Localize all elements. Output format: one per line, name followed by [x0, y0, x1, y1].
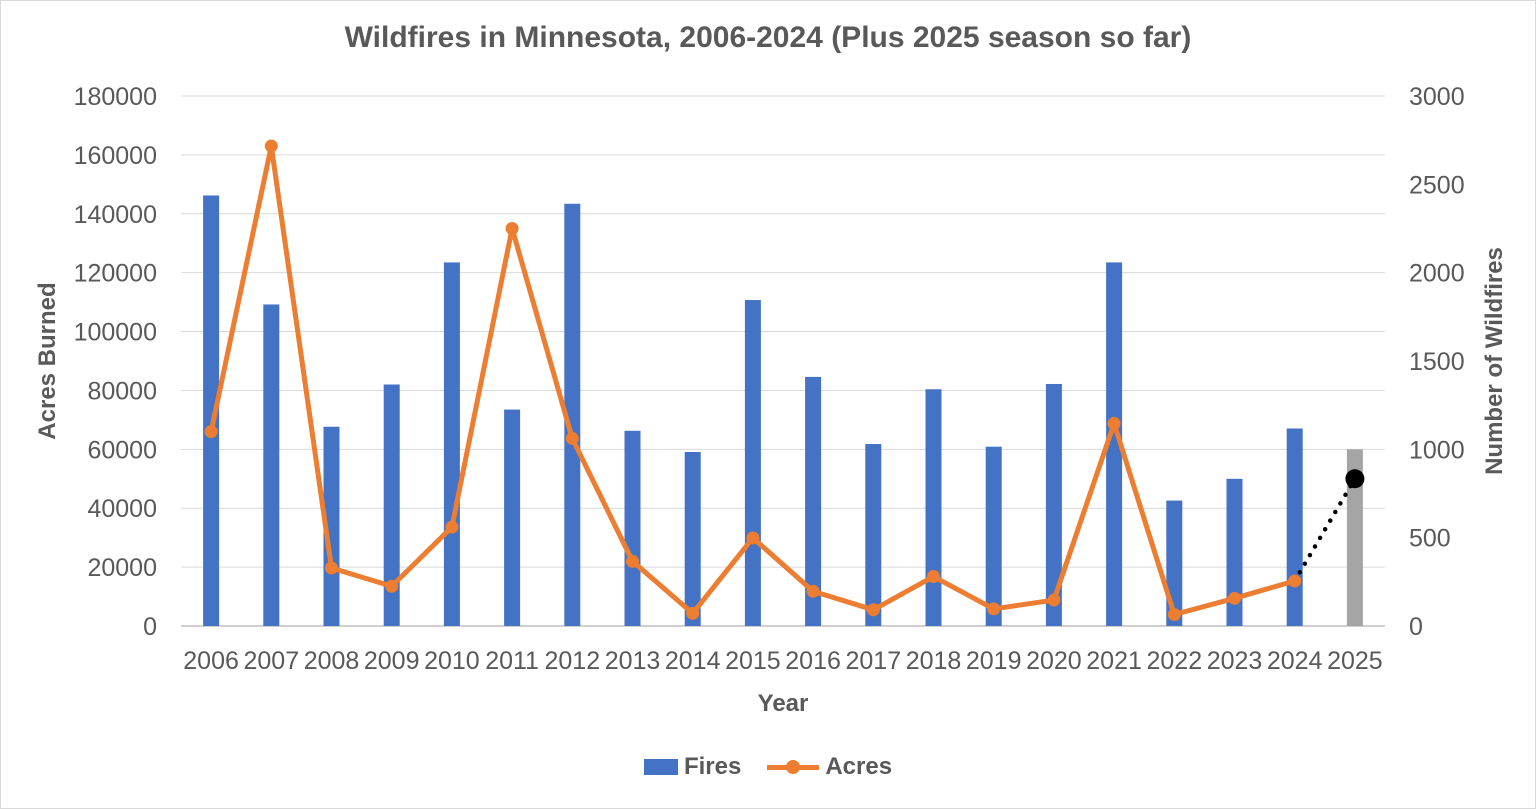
acres-point-2007: [264, 139, 278, 153]
bar-2010: [443, 262, 460, 626]
bar-2008: [323, 426, 340, 626]
x-axis-tick-2019: 2019: [966, 647, 1022, 675]
acres-point-2017: [866, 603, 880, 617]
bar-2019: [985, 446, 1002, 626]
acres-swatch-dot-icon: [786, 760, 801, 774]
left-axis-tick: 40000: [87, 495, 157, 523]
right-axis-tick: 3000: [1409, 83, 1465, 111]
bar-2013: [624, 430, 641, 626]
chart-legend: Fires Acres: [1, 753, 1535, 781]
left-axis-tick: 80000: [87, 377, 157, 405]
bar-2025: [1346, 449, 1363, 626]
acres-point-2014: [686, 606, 700, 620]
bar-2021: [1106, 262, 1123, 626]
x-axis-tick-2006: 2006: [183, 647, 239, 675]
chart-title: Wildfires in Minnesota, 2006-2024 (Plus …: [344, 21, 1192, 54]
right-axis-tick: 2500: [1409, 171, 1465, 199]
acres-point-2006: [204, 425, 218, 439]
acres-point-2008: [325, 561, 338, 575]
bar-2011: [504, 409, 521, 626]
x-axis-tick-2007: 2007: [243, 647, 299, 675]
x-axis-tick-2016: 2016: [785, 647, 841, 675]
bar-2006: [203, 195, 220, 627]
x-axis-tick-2010: 2010: [424, 647, 480, 675]
x-axis-tick-2008: 2008: [304, 647, 360, 675]
right-axis-tick: 0: [1409, 613, 1423, 641]
acres-point-2013: [626, 554, 639, 568]
bar-2007: [263, 304, 280, 626]
fires-swatch-icon: [643, 759, 678, 775]
bar-2023: [1226, 478, 1243, 626]
legend-item-fires: Fires: [643, 753, 742, 781]
bar-2018: [925, 389, 942, 626]
legend-label-fires: Fires: [683, 753, 742, 780]
x-axis-tick-2009: 2009: [364, 647, 420, 675]
projection-point-2025: [1345, 469, 1365, 489]
bar-2020: [1045, 383, 1062, 626]
acres-point-2023: [1228, 591, 1241, 605]
right-axis-tick: 2000: [1409, 260, 1465, 288]
right-axis-tick: 500: [1409, 525, 1451, 553]
right-axis-tick: 1500: [1409, 348, 1465, 376]
x-axis-tick-2023: 2023: [1207, 647, 1263, 675]
x-axis-tick-2018: 2018: [906, 647, 962, 675]
x-axis-tick-2017: 2017: [845, 647, 901, 675]
x-axis-tick-2024: 2024: [1267, 647, 1323, 675]
x-axis-tick-2021: 2021: [1086, 647, 1142, 675]
bar-2017: [865, 444, 882, 626]
acres-point-2020: [1047, 593, 1061, 607]
legend-item-acres: Acres: [767, 753, 892, 781]
acres-point-2009: [385, 579, 399, 593]
left-axis-tick: 120000: [74, 260, 157, 288]
left-axis-tick: 0: [143, 613, 157, 641]
acres-point-2022: [1167, 608, 1181, 622]
bar-2016: [805, 376, 822, 626]
acres-point-2018: [927, 570, 940, 584]
x-axis-tick-2014: 2014: [665, 647, 721, 675]
left-axis-tick: 100000: [74, 319, 157, 347]
left-axis-tick: 180000: [74, 83, 157, 111]
bar-2012: [564, 203, 581, 626]
x-axis-tick-2011: 2011: [485, 647, 539, 675]
bar-2024: [1286, 428, 1303, 626]
acres-point-2016: [806, 584, 820, 598]
x-axis-tick-2025: 2025: [1327, 647, 1383, 675]
acres-point-2011: [505, 222, 519, 235]
left-axis-tick: 160000: [74, 142, 157, 170]
acres-point-2015: [746, 531, 760, 545]
right-axis-tick: 1000: [1409, 436, 1465, 464]
bar-2009: [383, 384, 400, 626]
x-axis-tick-2022: 2022: [1146, 647, 1202, 675]
left-axis-tick: 60000: [87, 436, 157, 464]
legend-label-acres: Acres: [825, 753, 893, 780]
x-axis-tick-2012: 2012: [544, 647, 600, 675]
acres-point-2024: [1288, 574, 1302, 588]
left-axis-tick: 140000: [74, 201, 157, 229]
x-axis-tick-2020: 2020: [1026, 647, 1082, 675]
projection-dotted-line: [1292, 476, 1358, 584]
acres-swatch-line-icon: [767, 760, 820, 774]
acres-point-2010: [445, 520, 459, 534]
acres-point-2019: [987, 602, 1001, 616]
left-axis-tick: 20000: [87, 554, 157, 582]
x-axis-title: Year: [757, 690, 809, 717]
x-axis-tick-2013: 2013: [605, 647, 661, 675]
acres-point-2012: [565, 431, 579, 445]
bar-2015: [744, 300, 761, 626]
bar-2014: [684, 451, 701, 626]
acres-point-2021: [1107, 416, 1121, 430]
x-axis-tick-2015: 2015: [725, 647, 781, 675]
